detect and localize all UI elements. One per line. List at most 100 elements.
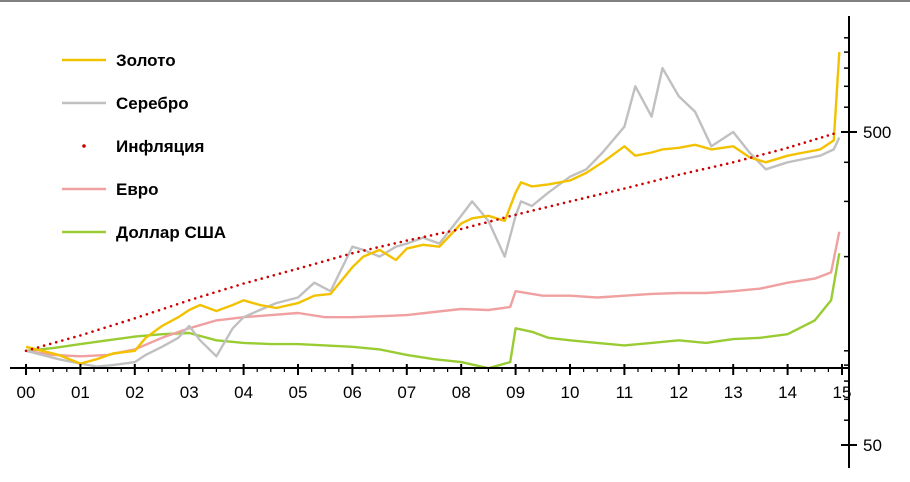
- x-tick-label: 13: [724, 383, 743, 402]
- x-tick-label: 14: [778, 383, 797, 402]
- series-2-dot: [169, 305, 173, 308]
- series-2-dot: [157, 309, 161, 312]
- series-2-dot: [689, 170, 693, 174]
- series-2-dot: [472, 224, 475, 228]
- series-2-dot: [230, 286, 233, 289]
- x-tick-label: 09: [506, 383, 525, 402]
- series-2-dot: [339, 255, 342, 258]
- series-2-dot: [514, 213, 517, 217]
- legend-label: Золото: [116, 51, 176, 70]
- series-4-line: [25, 252, 841, 370]
- series-0-line: [25, 52, 841, 365]
- series-2-dot: [175, 303, 179, 306]
- x-tick-label: 04: [234, 383, 253, 402]
- series-2-dot: [357, 250, 360, 254]
- series-2-dot: [218, 289, 221, 293]
- series-2-dot: [224, 287, 227, 291]
- series-2-dot: [109, 324, 112, 328]
- series-2-dot: [550, 204, 554, 208]
- series-2-dot: [683, 172, 687, 175]
- series-2-dot: [635, 184, 638, 187]
- series-2-dot: [820, 136, 824, 139]
- series-2-dot: [707, 166, 711, 170]
- series-2-dot: [272, 274, 276, 277]
- series-2-dot: [97, 328, 100, 332]
- x-tick-label: 10: [561, 383, 580, 402]
- series-2-dot: [490, 219, 493, 223]
- series-2-dot: [653, 179, 656, 183]
- series-2-dot: [193, 297, 197, 300]
- x-tick-label: 01: [71, 383, 90, 402]
- series-2-dot: [574, 198, 578, 202]
- series-2-dot: [701, 167, 705, 171]
- series-2-dot: [725, 162, 729, 165]
- series-1-line: [25, 66, 841, 368]
- series-2-dot: [731, 161, 735, 164]
- series-2-dot: [79, 334, 82, 337]
- series-2-dot: [737, 159, 741, 162]
- series-2-dot: [580, 197, 584, 200]
- series-3-line: [25, 231, 841, 358]
- series-2-dot: [163, 307, 167, 310]
- series-2-dot: [417, 236, 421, 240]
- series-2-dot: [526, 210, 529, 214]
- series-2-dot: [520, 212, 523, 215]
- series-2-dot: [803, 141, 807, 144]
- series-2-dot: [411, 238, 415, 241]
- series-2-dot: [278, 272, 282, 275]
- series-2-dot: [30, 347, 34, 351]
- series-2-dot: [387, 243, 391, 247]
- series-2-dot: [750, 156, 753, 159]
- series-2-dotted-line: [24, 132, 835, 353]
- series-2-dot: [538, 207, 542, 211]
- series-2-dot: [441, 231, 445, 235]
- series-2-dot: [484, 221, 487, 224]
- series-2-dot: [671, 175, 675, 178]
- series-2-dot: [248, 280, 251, 284]
- series-2-dot: [532, 209, 535, 212]
- series-2-dot: [429, 234, 433, 237]
- series-2-dot: [236, 284, 239, 287]
- legend-item: Серебро: [62, 94, 189, 113]
- series-2-dot: [677, 173, 681, 177]
- series-2-dot: [103, 326, 106, 330]
- legend-swatch-dotted: [82, 144, 86, 148]
- series-2-dot: [719, 163, 723, 167]
- series-2-dot: [91, 330, 94, 333]
- x-tick-label: 08: [452, 383, 471, 402]
- series-2-dot: [605, 191, 608, 195]
- series-2-dot: [151, 311, 155, 314]
- series-2-dot: [832, 132, 835, 136]
- series-2-dot: [363, 249, 366, 252]
- series-2-dot: [345, 253, 348, 257]
- series-2-dot: [399, 240, 403, 244]
- series-2-dot: [797, 143, 801, 146]
- series-2-dot: [592, 194, 596, 197]
- series-2-dot: [792, 144, 795, 148]
- series-2-dot: [42, 344, 46, 347]
- legend-item: Евро: [62, 180, 159, 199]
- series-2-dot: [284, 270, 288, 274]
- legend-label: Доллар США: [116, 223, 226, 242]
- series-2-dot: [54, 340, 58, 344]
- series-2-dot: [562, 201, 566, 205]
- x-tick-label: 00: [17, 383, 36, 402]
- series-2-dot: [24, 349, 28, 353]
- x-tick-label: 07: [397, 383, 416, 402]
- series-2-dot: [556, 203, 560, 206]
- series-2-dot: [36, 346, 40, 349]
- series-2-dot: [67, 337, 70, 341]
- legend-label: Серебро: [116, 94, 189, 113]
- series-2-dot: [435, 232, 439, 236]
- legend-label: Инфляция: [116, 137, 204, 156]
- legend-label: Евро: [116, 180, 159, 199]
- series-2-dot: [381, 244, 384, 248]
- x-tick-label: 05: [289, 383, 308, 402]
- series-2-dot: [659, 178, 662, 181]
- series-2-dot: [187, 299, 191, 302]
- series-2-dot: [568, 200, 572, 203]
- series-2-dot: [713, 165, 717, 168]
- x-tick-label: 15: [833, 383, 852, 402]
- series-2-dot: [127, 318, 131, 322]
